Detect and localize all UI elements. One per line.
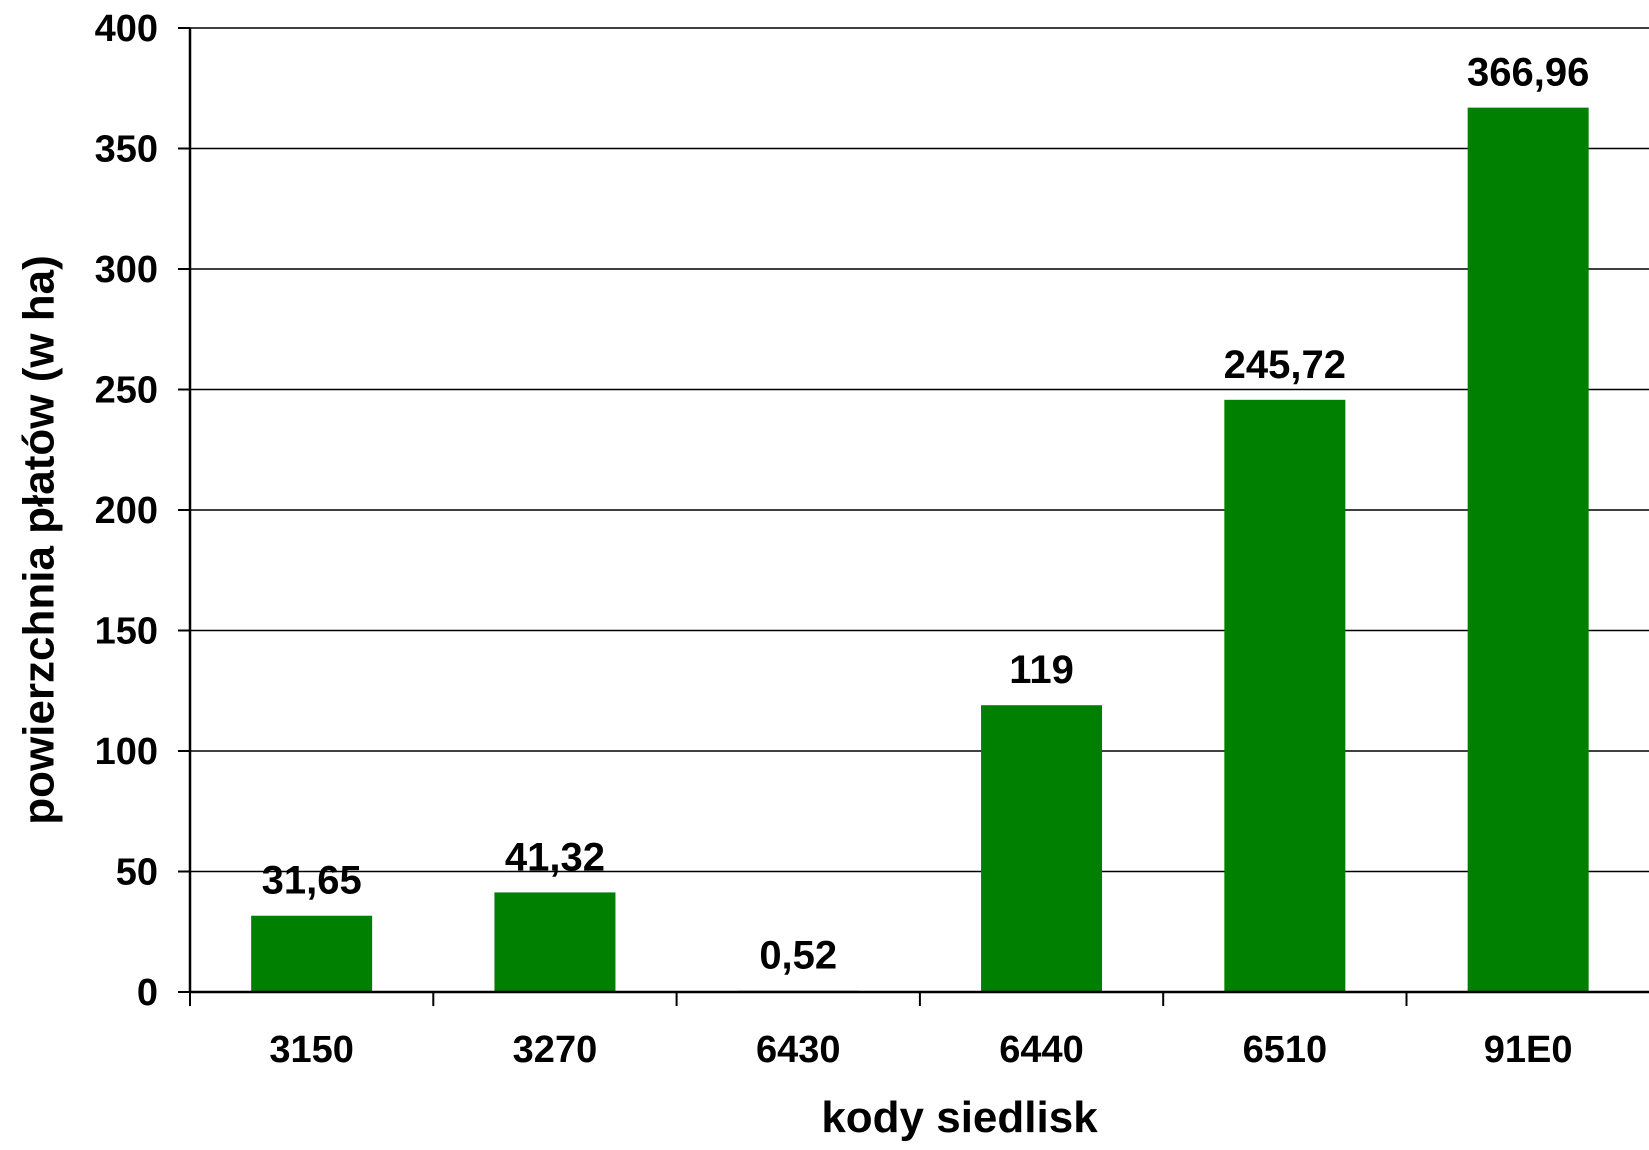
y-tick-label: 0 xyxy=(137,972,158,1014)
y-tick-label: 50 xyxy=(116,852,158,894)
data-label: 119 xyxy=(1009,648,1074,692)
y-axis-title: powierzchnia płatów (w ha) xyxy=(15,255,64,825)
bar-3270 xyxy=(494,892,616,992)
y-tick-label: 400 xyxy=(95,8,158,50)
data-label: 366,96 xyxy=(1467,51,1589,95)
y-tick-label: 250 xyxy=(95,370,158,412)
data-label: 31,65 xyxy=(262,859,362,903)
y-tick-label: 300 xyxy=(95,249,158,291)
y-tick-label: 150 xyxy=(95,611,158,653)
x-category-label: 3150 xyxy=(269,1029,354,1071)
bar-6510 xyxy=(1224,399,1346,992)
y-tick-label: 100 xyxy=(95,731,158,773)
x-axis-title: kody siedlisk xyxy=(821,1093,1098,1142)
y-tick-label: 350 xyxy=(95,129,158,171)
x-category-label: 6510 xyxy=(1243,1029,1328,1071)
y-tick-label: 200 xyxy=(95,490,158,532)
bars xyxy=(251,107,1589,992)
bar-91e0 xyxy=(1467,107,1589,992)
x-category-label: 6440 xyxy=(999,1029,1084,1071)
labels: 0 50 100 150 200 250 300 350 400 31,65 3150 41,32 32… xyxy=(95,8,1590,1071)
gridlines xyxy=(190,27,1649,873)
bar-6440 xyxy=(981,705,1103,992)
x-category-label: 3270 xyxy=(513,1029,598,1071)
x-category-label: 91E0 xyxy=(1484,1029,1573,1071)
data-label: 41,32 xyxy=(505,835,605,879)
data-label: 0,52 xyxy=(759,934,837,978)
bar-3150 xyxy=(251,915,373,992)
x-category-label: 6430 xyxy=(756,1029,841,1071)
data-label: 245,72 xyxy=(1224,343,1346,387)
axes xyxy=(178,27,1649,1006)
